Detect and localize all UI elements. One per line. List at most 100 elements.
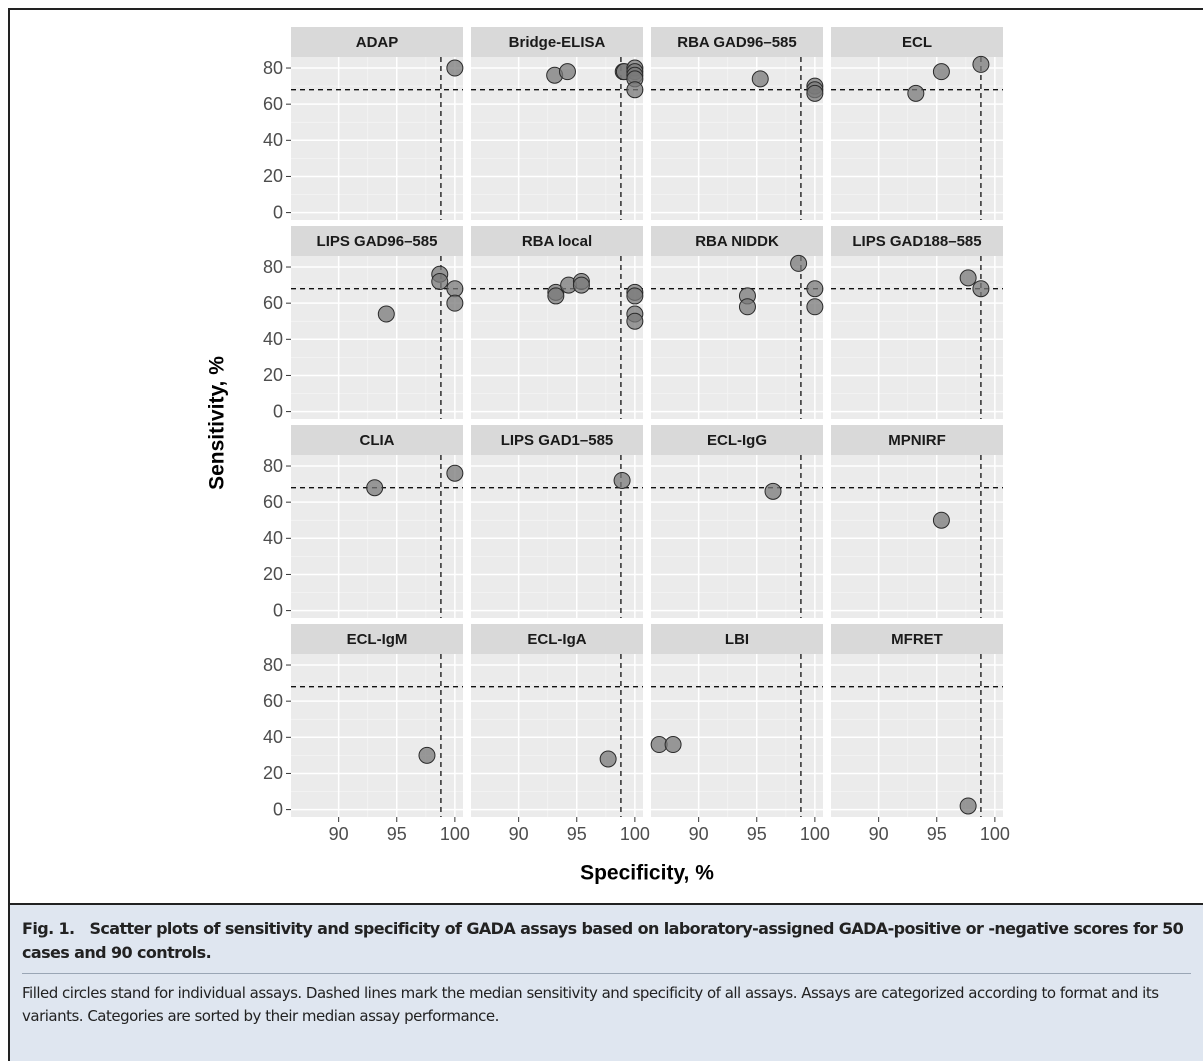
x-axis-title: Specificity, % bbox=[580, 862, 714, 885]
y-axis-title: Sensitivity, % bbox=[206, 356, 229, 490]
strip-label: LIPS GAD188–585 bbox=[852, 233, 981, 250]
strip bbox=[831, 27, 1003, 57]
point bbox=[806, 298, 824, 316]
strip bbox=[291, 27, 463, 57]
x-tick-label: 100 bbox=[800, 824, 830, 844]
y-tick-label: 80 bbox=[263, 456, 283, 476]
strip bbox=[291, 425, 463, 455]
point bbox=[972, 55, 990, 73]
strip-label: ECL-IgA bbox=[527, 631, 586, 648]
point bbox=[446, 59, 464, 77]
caption-title-line: Fig. 1. Scatter plots of sensitivity and… bbox=[22, 917, 1191, 974]
panel bbox=[651, 57, 823, 220]
strip-label: LIPS GAD96–585 bbox=[317, 233, 438, 250]
point bbox=[806, 84, 824, 102]
y-tick-label: 60 bbox=[263, 492, 283, 512]
caption: Fig. 1. Scatter plots of sensitivity and… bbox=[10, 903, 1203, 1061]
strip-label: MPNIRF bbox=[888, 432, 946, 449]
panel bbox=[471, 256, 643, 419]
strip-label: LBI bbox=[725, 631, 749, 648]
panel bbox=[471, 57, 643, 220]
point bbox=[932, 511, 950, 529]
strip bbox=[471, 624, 643, 654]
point bbox=[972, 280, 990, 298]
x-tick-label: 90 bbox=[509, 824, 529, 844]
point bbox=[907, 84, 925, 102]
point bbox=[626, 287, 644, 305]
point bbox=[626, 312, 644, 330]
strip bbox=[651, 27, 823, 57]
strip-label: LIPS GAD1–585 bbox=[501, 432, 614, 449]
point bbox=[751, 70, 769, 88]
strip-label: RBA local bbox=[522, 233, 592, 250]
point bbox=[764, 482, 782, 500]
panel bbox=[471, 654, 643, 817]
y-tick-label: 20 bbox=[263, 365, 283, 385]
x-tick-label: 95 bbox=[567, 824, 587, 844]
point bbox=[932, 63, 950, 81]
point bbox=[626, 81, 644, 99]
point bbox=[806, 280, 824, 298]
x-tick-label: 100 bbox=[980, 824, 1010, 844]
point bbox=[572, 276, 590, 294]
point bbox=[431, 272, 449, 290]
y-tick-label: 0 bbox=[273, 600, 283, 620]
caption-text: Filled circles stand for individual assa… bbox=[22, 984, 1159, 1025]
x-tick-label: 90 bbox=[869, 824, 889, 844]
strip bbox=[651, 624, 823, 654]
panel bbox=[831, 256, 1003, 419]
y-tick-label: 0 bbox=[273, 799, 283, 819]
strip-label: ECL bbox=[902, 34, 932, 51]
point bbox=[959, 797, 977, 815]
point bbox=[418, 746, 436, 764]
point bbox=[613, 471, 631, 489]
y-tick-label: 60 bbox=[263, 691, 283, 711]
strip-label: Bridge-ELISA bbox=[509, 34, 606, 51]
strip-label: ADAP bbox=[356, 34, 399, 51]
y-tick-label: 40 bbox=[263, 329, 283, 349]
y-tick-label: 0 bbox=[273, 202, 283, 222]
y-tick-label: 20 bbox=[263, 564, 283, 584]
y-tick-label: 40 bbox=[263, 130, 283, 150]
strip bbox=[651, 226, 823, 256]
strip bbox=[471, 226, 643, 256]
strip bbox=[291, 226, 463, 256]
y-tick-label: 60 bbox=[263, 293, 283, 313]
x-tick-label: 95 bbox=[747, 824, 767, 844]
point bbox=[599, 750, 617, 768]
x-tick-label: 100 bbox=[620, 824, 650, 844]
strip bbox=[651, 425, 823, 455]
panel bbox=[291, 455, 463, 618]
figure-frame bbox=[8, 8, 1203, 1061]
x-tick-label: 95 bbox=[927, 824, 947, 844]
panel bbox=[651, 654, 823, 817]
point bbox=[790, 254, 808, 272]
point bbox=[377, 305, 395, 323]
point bbox=[959, 269, 977, 287]
strip bbox=[831, 226, 1003, 256]
y-tick-label: 60 bbox=[263, 94, 283, 114]
y-tick-label: 40 bbox=[263, 727, 283, 747]
strip-label: CLIA bbox=[360, 432, 395, 449]
caption-title: Scatter plots of sensitivity and specifi… bbox=[22, 919, 1184, 962]
strip bbox=[471, 27, 643, 57]
strip bbox=[471, 425, 643, 455]
strip bbox=[831, 624, 1003, 654]
strip-label: RBA NIDDK bbox=[695, 233, 779, 250]
panel bbox=[651, 455, 823, 618]
strip bbox=[291, 624, 463, 654]
panel bbox=[291, 654, 463, 817]
point bbox=[738, 298, 756, 316]
panel bbox=[831, 455, 1003, 618]
y-tick-label: 80 bbox=[263, 655, 283, 675]
panel bbox=[291, 57, 463, 220]
y-tick-label: 20 bbox=[263, 763, 283, 783]
strip bbox=[831, 425, 1003, 455]
strip-label: ECL-IgM bbox=[347, 631, 408, 648]
point bbox=[446, 464, 464, 482]
x-tick-label: 90 bbox=[329, 824, 349, 844]
chart: Specificity, % Sensitivity, % ADAP 0 20 40 6… bbox=[206, 27, 1010, 885]
x-tick-label: 100 bbox=[440, 824, 470, 844]
x-tick-label: 90 bbox=[689, 824, 709, 844]
